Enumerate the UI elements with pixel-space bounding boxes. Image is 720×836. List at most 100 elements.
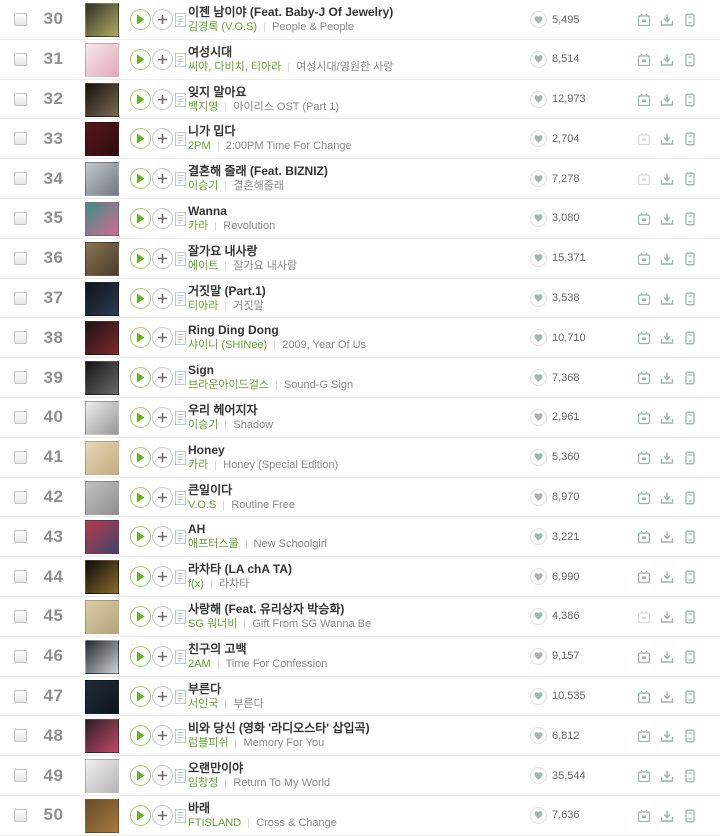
song-title[interactable]: 이젠 남이야 (Feat. Baby-J Of Jewelry) [188, 5, 394, 19]
album-art[interactable] [85, 82, 119, 117]
add-button[interactable] [152, 88, 173, 110]
like-button[interactable]: 4,386 [530, 607, 580, 625]
device-icon[interactable] [683, 491, 697, 505]
row-checkbox[interactable] [14, 251, 27, 265]
song-title[interactable]: 니가 밉다 [188, 124, 236, 139]
album-name[interactable]: Honey (Special Edition) [223, 458, 339, 471]
mv-icon[interactable] [637, 451, 651, 465]
artist-name[interactable]: 브라운아이드걸스 [188, 379, 269, 392]
album-name[interactable]: Cross & Change [256, 816, 337, 829]
playlist-icon[interactable] [175, 808, 186, 823]
add-button[interactable] [152, 247, 173, 269]
album-name[interactable]: 2:00PM Time For Change [225, 140, 352, 153]
download-icon[interactable] [660, 252, 674, 266]
song-title[interactable]: 여성시대 [188, 44, 233, 59]
row-checkbox[interactable] [14, 808, 27, 822]
album-name[interactable]: Time For Confession [225, 657, 328, 670]
device-icon[interactable] [683, 650, 697, 664]
song-title[interactable]: 오랜만이야 [188, 761, 244, 776]
album-name[interactable]: 2009, Year Of Us [282, 339, 367, 352]
album-art[interactable] [85, 201, 119, 236]
add-button[interactable] [152, 9, 173, 30]
row-checkbox[interactable] [14, 769, 27, 783]
album-art[interactable] [85, 440, 119, 475]
album-art[interactable] [85, 480, 119, 515]
artist-name[interactable]: 카라 [188, 458, 209, 471]
mv-icon[interactable] [637, 371, 651, 385]
album-art[interactable] [85, 162, 119, 197]
like-button[interactable]: 35,544 [530, 767, 586, 785]
artist-name[interactable]: 이승기 [188, 180, 219, 193]
artist-name[interactable]: 티아라 [188, 299, 219, 312]
song-title[interactable]: 친구의 고백 [188, 641, 247, 656]
song-title[interactable]: Wanna [188, 203, 227, 218]
like-button[interactable]: 6,990 [530, 568, 580, 586]
album-art[interactable] [85, 122, 119, 157]
like-button[interactable]: 3,080 [530, 209, 580, 227]
like-button[interactable]: 10,535 [530, 687, 586, 705]
song-title[interactable]: Ring Ding Dong [188, 323, 279, 338]
album-name[interactable]: People & People [272, 21, 355, 33]
album-name[interactable]: Revolution [223, 219, 276, 232]
row-checkbox[interactable] [14, 530, 27, 544]
album-art[interactable] [85, 798, 119, 833]
download-icon[interactable] [660, 331, 674, 345]
play-button[interactable] [130, 367, 151, 389]
album-name[interactable]: 라차타 [218, 578, 250, 591]
song-title[interactable]: 잊지 말아요 [188, 84, 247, 99]
download-icon[interactable] [660, 132, 674, 146]
play-button[interactable] [130, 725, 151, 747]
device-icon[interactable] [683, 172, 697, 186]
row-checkbox[interactable] [14, 729, 27, 743]
album-art[interactable] [85, 281, 119, 316]
add-button[interactable] [152, 367, 173, 389]
add-button[interactable] [152, 446, 173, 468]
album-art[interactable] [85, 599, 119, 634]
album-art[interactable] [85, 560, 119, 595]
song-title[interactable]: 부른다 [188, 681, 222, 696]
playlist-icon[interactable] [175, 251, 186, 266]
playlist-icon[interactable] [175, 729, 186, 744]
download-icon[interactable] [660, 610, 674, 624]
add-button[interactable] [152, 128, 173, 150]
song-title[interactable]: 결혼해 줄래 (Feat. BIZNIZ) [188, 164, 328, 179]
device-icon[interactable] [683, 809, 697, 823]
like-button[interactable]: 7,636 [530, 806, 580, 824]
row-checkbox[interactable] [14, 132, 27, 146]
song-title[interactable]: 큰일이다 [188, 482, 233, 497]
playlist-icon[interactable] [175, 132, 186, 147]
mv-icon[interactable] [637, 570, 651, 584]
row-checkbox[interactable] [14, 13, 27, 26]
device-icon[interactable] [683, 212, 697, 226]
song-title[interactable]: 사랑해 (Feat. 유리상자 박승화) [188, 601, 345, 616]
play-button[interactable] [130, 9, 151, 30]
artist-name[interactable]: 백지영 [188, 100, 219, 113]
add-button[interactable] [152, 804, 173, 826]
playlist-icon[interactable] [175, 13, 186, 27]
playlist-icon[interactable] [175, 52, 186, 67]
like-button[interactable]: 2,704 [530, 130, 580, 148]
song-title[interactable]: 라차타 (LA chA TA) [188, 562, 292, 577]
row-checkbox[interactable] [14, 490, 27, 504]
add-button[interactable] [152, 566, 173, 588]
mv-icon[interactable] [637, 690, 651, 704]
like-button[interactable]: 3,221 [530, 528, 580, 546]
device-icon[interactable] [683, 610, 697, 624]
download-icon[interactable] [660, 570, 674, 584]
artist-name[interactable]: 서인국 [188, 697, 219, 710]
album-name[interactable]: Memory For You [243, 737, 325, 750]
album-art[interactable] [85, 42, 119, 77]
add-button[interactable] [152, 406, 173, 428]
like-button[interactable]: 3,538 [530, 289, 580, 307]
like-button[interactable]: 15,371 [530, 249, 586, 267]
play-button[interactable] [130, 765, 151, 787]
album-art[interactable] [85, 321, 119, 356]
play-button[interactable] [130, 446, 151, 468]
download-icon[interactable] [660, 769, 674, 783]
album-art[interactable] [85, 520, 119, 555]
album-name[interactable]: 결혼해줄래 [233, 180, 284, 193]
song-title[interactable]: Sign [188, 363, 214, 378]
playlist-icon[interactable] [175, 570, 186, 585]
playlist-icon[interactable] [175, 450, 186, 465]
album-art[interactable] [85, 759, 119, 794]
